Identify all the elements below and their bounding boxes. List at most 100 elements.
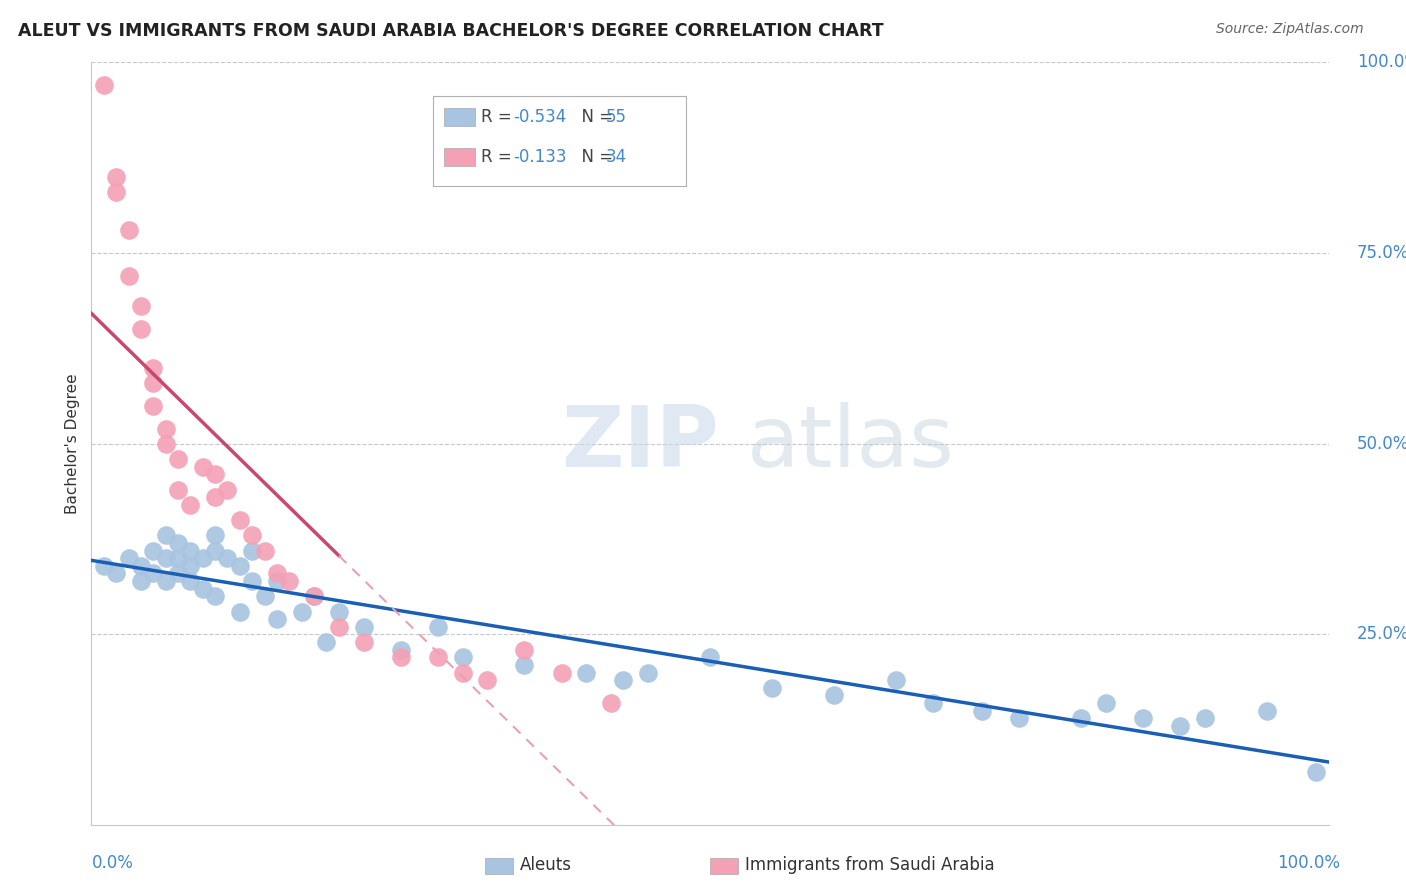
Point bbox=[637, 665, 659, 680]
Point bbox=[142, 566, 165, 581]
Point bbox=[1168, 719, 1191, 733]
Text: -0.534: -0.534 bbox=[513, 108, 567, 126]
Point bbox=[191, 582, 214, 596]
Point bbox=[477, 673, 499, 688]
Point bbox=[167, 536, 190, 550]
Text: Immigrants from Saudi Arabia: Immigrants from Saudi Arabia bbox=[745, 856, 995, 874]
Text: 34: 34 bbox=[606, 148, 627, 166]
Point bbox=[513, 657, 536, 672]
Point bbox=[217, 551, 239, 566]
Point bbox=[1305, 764, 1327, 779]
Text: atlas: atlas bbox=[747, 402, 955, 485]
Text: R =: R = bbox=[481, 148, 522, 166]
Point bbox=[266, 612, 288, 626]
Point bbox=[142, 376, 165, 390]
Text: Source: ZipAtlas.com: Source: ZipAtlas.com bbox=[1216, 22, 1364, 37]
Point bbox=[240, 543, 263, 558]
Point bbox=[513, 642, 536, 657]
Point bbox=[155, 551, 177, 566]
Point bbox=[253, 543, 276, 558]
Point bbox=[699, 650, 721, 665]
Point bbox=[1095, 696, 1118, 710]
Point bbox=[921, 696, 943, 710]
Point bbox=[93, 78, 115, 93]
Point bbox=[302, 590, 325, 604]
Point bbox=[972, 704, 994, 718]
Point bbox=[117, 551, 139, 566]
Point bbox=[204, 490, 226, 504]
Point bbox=[167, 483, 190, 497]
Point bbox=[117, 223, 139, 237]
Point bbox=[179, 543, 201, 558]
Point bbox=[302, 590, 325, 604]
Point bbox=[129, 300, 152, 314]
Text: 55: 55 bbox=[606, 108, 627, 126]
Point bbox=[204, 590, 226, 604]
Point bbox=[217, 483, 239, 497]
Point bbox=[105, 169, 128, 184]
Point bbox=[315, 635, 337, 649]
Point bbox=[266, 574, 288, 588]
Point bbox=[129, 322, 152, 336]
Point bbox=[266, 566, 288, 581]
Point bbox=[179, 558, 201, 573]
Point bbox=[155, 528, 177, 542]
Text: 75.0%: 75.0% bbox=[1357, 244, 1406, 262]
Text: 100.0%: 100.0% bbox=[1277, 855, 1340, 872]
Point bbox=[204, 528, 226, 542]
Point bbox=[823, 689, 845, 703]
Point bbox=[389, 650, 412, 665]
Text: ZIP: ZIP bbox=[561, 402, 720, 485]
Point bbox=[129, 574, 152, 588]
Point bbox=[117, 268, 139, 283]
Point bbox=[1132, 711, 1154, 725]
Point bbox=[240, 574, 263, 588]
Point bbox=[204, 543, 226, 558]
Point bbox=[426, 620, 449, 634]
Point bbox=[600, 696, 623, 710]
Point bbox=[884, 673, 907, 688]
Point bbox=[451, 650, 474, 665]
Point bbox=[167, 566, 190, 581]
Point bbox=[353, 635, 375, 649]
Point bbox=[155, 421, 177, 435]
Point bbox=[550, 665, 572, 680]
Point bbox=[105, 185, 128, 199]
Point bbox=[575, 665, 598, 680]
Text: N =: N = bbox=[571, 148, 619, 166]
Point bbox=[278, 574, 301, 588]
Point bbox=[204, 467, 226, 482]
Point bbox=[191, 551, 214, 566]
Point bbox=[167, 452, 190, 467]
Point bbox=[291, 605, 314, 619]
Point bbox=[167, 551, 190, 566]
Point bbox=[761, 681, 783, 695]
Point bbox=[1070, 711, 1092, 725]
Point bbox=[389, 642, 412, 657]
Text: 100.0%: 100.0% bbox=[1357, 54, 1406, 71]
Point bbox=[240, 528, 263, 542]
Point bbox=[1256, 704, 1278, 718]
Point bbox=[229, 513, 252, 527]
Point bbox=[155, 437, 177, 451]
Point bbox=[142, 399, 165, 413]
Point bbox=[179, 498, 201, 512]
Point bbox=[426, 650, 449, 665]
Point bbox=[1194, 711, 1216, 725]
Point bbox=[353, 620, 375, 634]
Point bbox=[142, 360, 165, 375]
Text: -0.133: -0.133 bbox=[513, 148, 567, 166]
Text: N =: N = bbox=[571, 108, 619, 126]
Point bbox=[93, 558, 115, 573]
Text: 0.0%: 0.0% bbox=[91, 855, 134, 872]
Text: ALEUT VS IMMIGRANTS FROM SAUDI ARABIA BACHELOR'S DEGREE CORRELATION CHART: ALEUT VS IMMIGRANTS FROM SAUDI ARABIA BA… bbox=[18, 22, 884, 40]
Point bbox=[451, 665, 474, 680]
Point bbox=[253, 590, 276, 604]
Text: 50.0%: 50.0% bbox=[1357, 434, 1406, 453]
Point bbox=[155, 574, 177, 588]
Point bbox=[105, 566, 128, 581]
Text: R =: R = bbox=[481, 108, 517, 126]
Point bbox=[328, 605, 350, 619]
Point bbox=[191, 459, 214, 474]
Point bbox=[142, 543, 165, 558]
